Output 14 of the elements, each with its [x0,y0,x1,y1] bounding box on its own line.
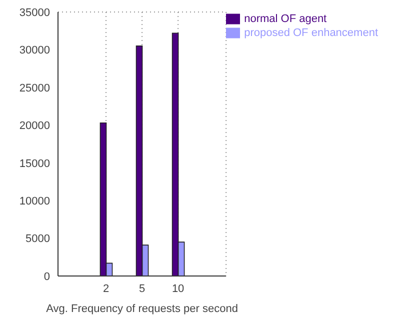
y-tick-label: 35000 [19,6,50,19]
y-tick-label: 20000 [19,120,50,132]
y-tick-label: 25000 [19,82,50,94]
legend-label: normal OF agent [244,12,327,25]
y-tick-label: 0 [44,270,50,283]
y-tick-label: 30000 [19,44,50,57]
y-tick-label: 5000 [26,233,50,246]
x-tick-label: 10 [172,282,184,295]
legend-label: proposed OF enhancement [244,26,378,39]
x-axis-title: Avg. Frequency of requests per second [46,303,238,315]
x-tick-label: 2 [102,282,110,295]
y-tick-label: 10000 [19,195,50,208]
x-tick-label: 5 [138,282,146,295]
y-tick-label: 15000 [19,158,50,170]
